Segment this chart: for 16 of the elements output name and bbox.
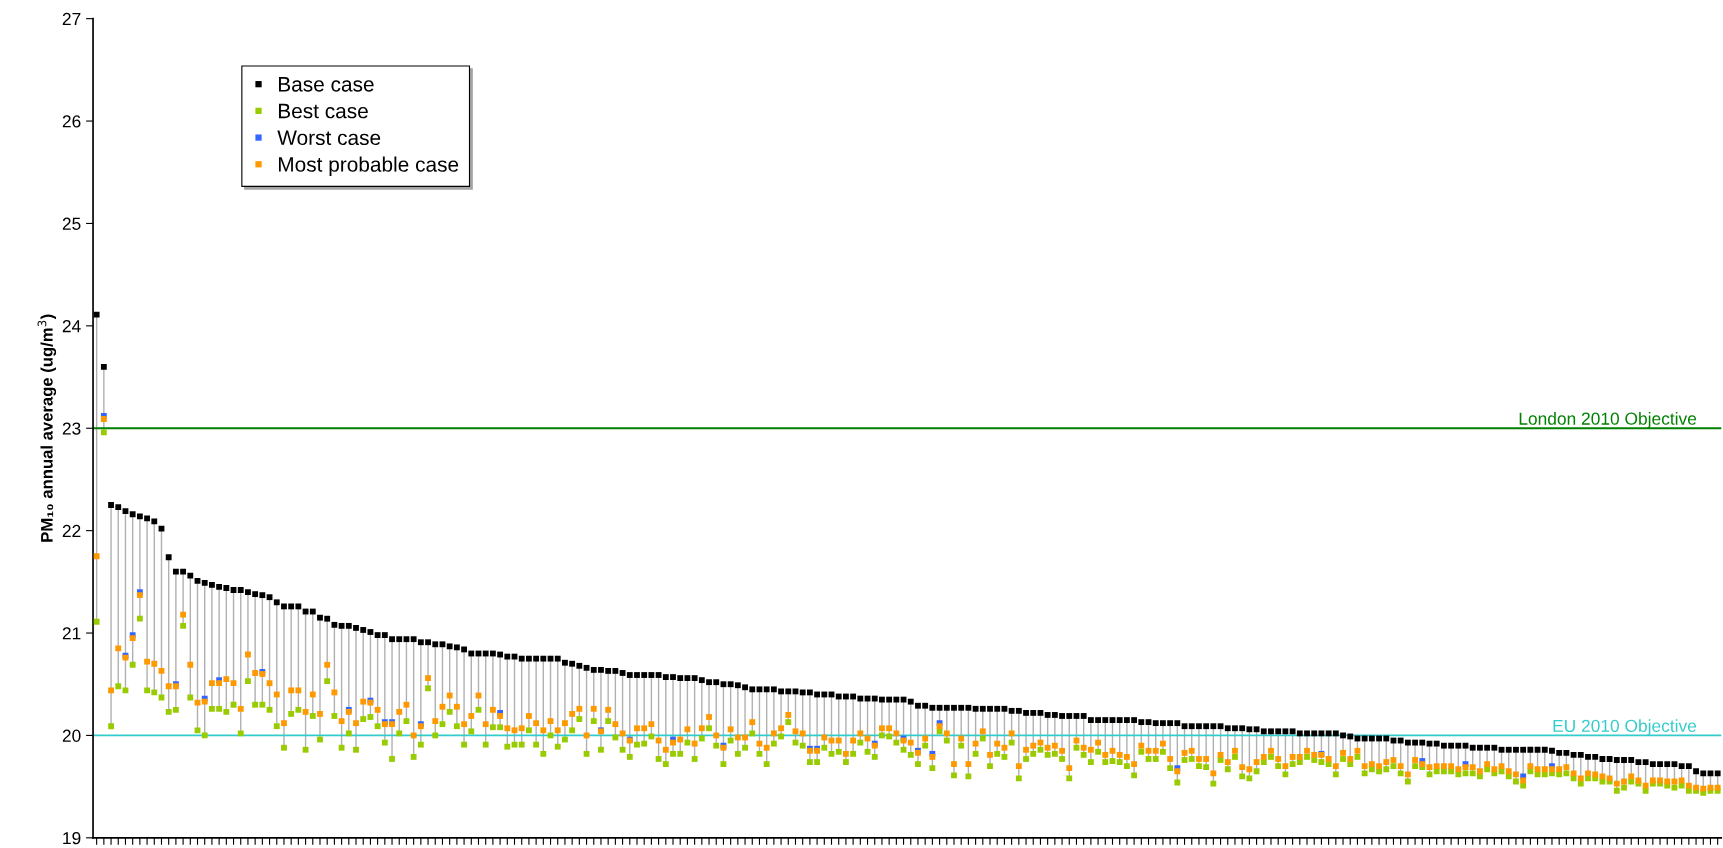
legend-label: Base case xyxy=(278,77,374,92)
legend-label: Best case xyxy=(278,103,368,119)
y-tick-label: 26 xyxy=(62,115,81,128)
y-tick-label: 27 xyxy=(62,12,81,25)
y-tick-label: 20 xyxy=(62,729,81,742)
y-tick-label: 23 xyxy=(62,422,81,435)
ref-line-label: EU 2010 Objective xyxy=(1553,719,1697,736)
legend-label: Worst case xyxy=(277,130,381,146)
legend-label: Most probable case xyxy=(278,156,459,176)
y-tick-label: 24 xyxy=(62,320,81,333)
y-tick-label: 21 xyxy=(62,627,81,640)
y-axis-title: PM₁₀ annual average (ug/m$^{3}$) xyxy=(37,314,57,542)
y-tick-label: 19 xyxy=(63,831,81,845)
y-tick-label: 22 xyxy=(62,524,81,537)
ref-line-label: London 2010 Objective xyxy=(1519,412,1697,429)
y-tick-label: 25 xyxy=(62,217,81,230)
